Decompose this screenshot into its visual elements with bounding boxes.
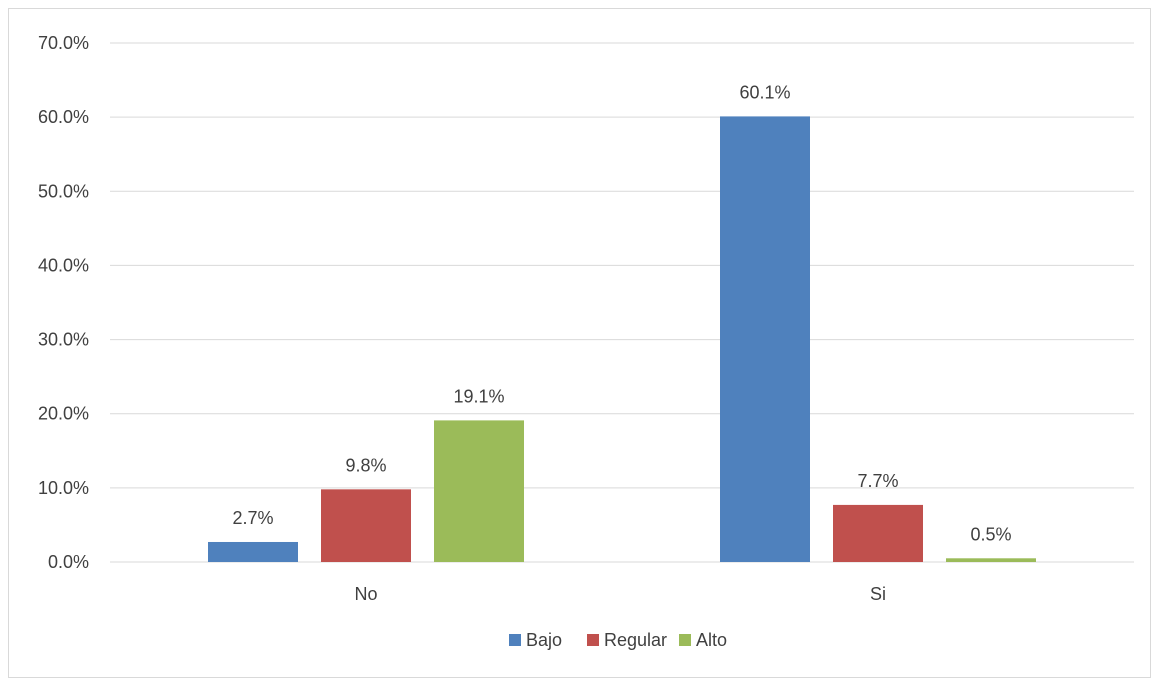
y-tick-label: 70.0% <box>38 33 89 53</box>
bar-regular-no <box>321 489 411 562</box>
y-tick-label: 20.0% <box>38 404 89 424</box>
chart-frame: 0.0% 10.0% 20.0% 30.0% 40.0% 50.0% 60.0% 70.0% … <box>8 8 1151 678</box>
x-category-label: No <box>354 584 377 604</box>
x-axis-category-labels: No Si <box>354 584 886 604</box>
data-labels: 2.7% 9.8% 19.1% 60.1% 7.7% 0.5% <box>232 82 1011 544</box>
y-tick-label: 30.0% <box>38 330 89 350</box>
y-tick-label: 40.0% <box>38 255 89 275</box>
bar-bajo-no <box>208 541 298 562</box>
legend: Bajo Regular Alto <box>509 630 727 650</box>
data-label: 7.7% <box>857 471 898 491</box>
legend-swatch-bajo <box>509 634 521 646</box>
data-label: 0.5% <box>970 524 1011 544</box>
data-label: 2.7% <box>232 508 273 528</box>
y-axis-tick-labels: 0.0% 10.0% 20.0% 30.0% 40.0% 50.0% 60.0% 70.0% <box>38 33 89 572</box>
data-label: 19.1% <box>453 386 504 406</box>
data-label: 9.8% <box>345 455 386 475</box>
y-tick-label: 10.0% <box>38 478 89 498</box>
legend-label: Alto <box>696 630 727 650</box>
bar-alto-si <box>946 558 1036 562</box>
legend-label: Regular <box>604 630 667 650</box>
legend-swatch-alto <box>679 634 691 646</box>
data-label: 60.1% <box>739 82 790 102</box>
bars <box>208 116 1036 562</box>
bar-bajo-si <box>720 116 810 562</box>
legend-label: Bajo <box>526 630 562 650</box>
bar-chart: 0.0%10.0%20.0%30.0%40.0%50.0%60.0%70.0% … <box>38 33 1134 650</box>
gridlines <box>110 42 1134 563</box>
y-tick-label: 50.0% <box>38 181 89 201</box>
y-tick-label: 60.0% <box>38 107 89 127</box>
legend-swatch-regular <box>587 634 599 646</box>
x-category-label: Si <box>870 584 886 604</box>
y-tick-label: 0.0% <box>48 552 89 572</box>
bar-alto-no <box>434 420 524 562</box>
bar-regular-si <box>833 504 923 562</box>
